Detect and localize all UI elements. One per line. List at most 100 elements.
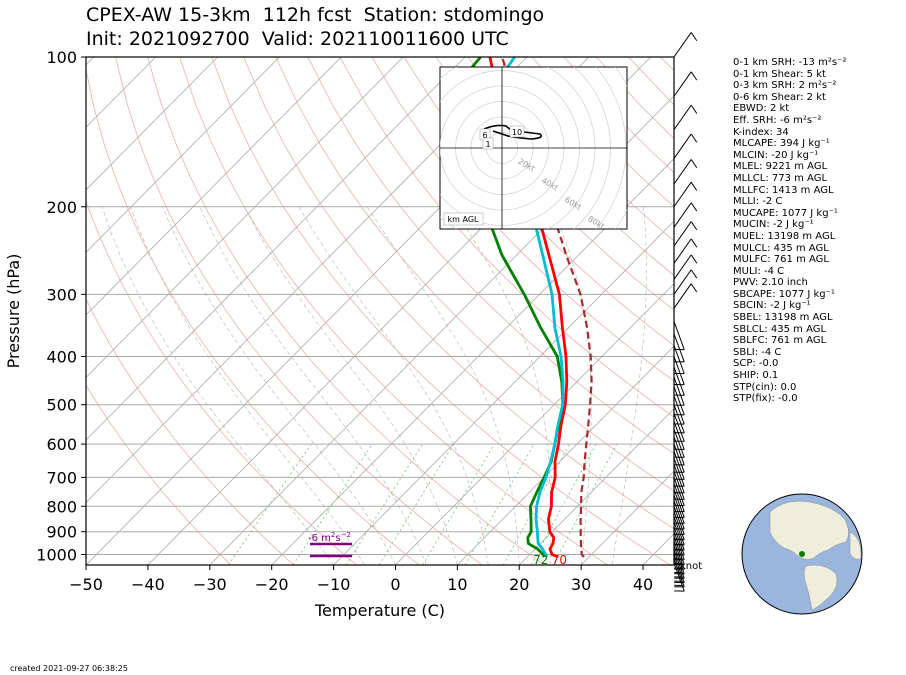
stat-line: EBWD: 2 kt — [733, 103, 790, 115]
x-tick-label: −40 — [131, 575, 165, 594]
isotherm — [580, 470, 674, 565]
chart-title-line1: CPEX-AW 15-3km 112h fcst Station: stdomi… — [86, 4, 545, 26]
y-tick-label: 900 — [46, 523, 77, 542]
stat-line: MULCL: 435 m AGL — [733, 242, 829, 254]
wind-barb — [673, 477, 685, 506]
dry-adiabat — [435, 57, 674, 311]
x-tick-label: 30 — [571, 575, 591, 594]
wind-barb-flag — [690, 254, 698, 264]
hodograph-footer: km AGL — [448, 215, 480, 224]
wind-barb — [673, 181, 692, 208]
surface-label: 72 — [533, 553, 548, 567]
wind-barb — [673, 32, 692, 58]
globe-land-africa-edge — [849, 531, 862, 560]
hodograph-trace — [483, 124, 543, 140]
wind-barb — [673, 429, 685, 458]
wind-barb — [673, 421, 685, 450]
stat-line: 0-1 km Shear: 5 kt — [733, 68, 826, 80]
wind-barb-flag — [690, 202, 698, 212]
x-tick-label: −20 — [255, 575, 289, 594]
chart-title-line2: Init: 2021092700 Valid: 202110011600 UTC — [86, 28, 509, 50]
isotherm — [271, 158, 674, 565]
moist-adiabat — [611, 206, 647, 565]
dry-adiabat — [371, 57, 674, 382]
isotherm — [518, 408, 674, 565]
isotherm — [333, 220, 674, 565]
mixing-ratio-line — [378, 443, 454, 565]
stat-line: MLLI: -2 C — [733, 196, 783, 208]
y-tick-label: 700 — [46, 468, 77, 487]
wind-barb — [673, 221, 692, 247]
y-tick-label: 300 — [46, 285, 77, 304]
profile-line-3 — [501, 57, 593, 558]
wind-barb — [673, 202, 692, 228]
stat-line: 0-1 km SRH: -13 m²s⁻² — [733, 57, 847, 68]
dry-adiabat — [339, 57, 674, 418]
mixing-ratio-line — [345, 443, 423, 565]
dry-adiabat — [403, 57, 674, 346]
stat-line: STP(fix): -0.0 — [733, 393, 798, 405]
wind-barb-flag — [690, 269, 698, 279]
dry-adiabat — [307, 57, 674, 455]
wind-barb — [673, 506, 685, 535]
y-tick-label: 200 — [46, 198, 77, 217]
dry-adiabat — [179, 57, 608, 565]
stat-line: STP(cin): 0.0 — [733, 381, 797, 393]
moist-adiabat — [366, 206, 520, 565]
wind-barb — [673, 269, 692, 295]
hodograph-height-label: 10 — [512, 128, 522, 137]
y-tick-label: 800 — [46, 497, 77, 516]
wind-barb-flag — [690, 238, 698, 248]
wind-barb — [673, 254, 692, 280]
moist-adiabat — [162, 206, 396, 565]
srh-annotation: -6 m2s−2 — [308, 531, 351, 544]
dry-adiabat — [86, 199, 357, 565]
dry-adiabat — [467, 57, 674, 277]
mixing-ratio-line — [228, 443, 312, 565]
wind-barb — [673, 443, 685, 473]
isotherm — [86, 57, 280, 253]
moist-adiabat — [101, 206, 334, 565]
hodograph-footer-box — [443, 212, 484, 226]
sounding-stats-panel: 0-1 km SRH: -13 m²s⁻² 0-1 km Shear: 5 kt 0… — [733, 57, 846, 405]
wind-barb — [673, 489, 685, 518]
x-tick-label: −30 — [193, 575, 227, 594]
y-tick-label: 500 — [46, 396, 77, 415]
wind-barb-flag — [690, 71, 698, 81]
moist-adiabat — [298, 206, 489, 565]
hodograph-height-label: 6 — [482, 131, 487, 140]
x-tick-label: −50 — [69, 575, 103, 594]
moist-adiabat — [243, 206, 458, 565]
stat-line: MLCAPE: 394 J kg⁻¹ — [733, 138, 830, 150]
y-tick-label: 100 — [46, 48, 77, 67]
dry-adiabat — [211, 57, 671, 565]
y-tick-label: 600 — [46, 435, 77, 454]
isotherm — [209, 95, 674, 565]
stat-line: SBCAPE: 1077 J kg⁻¹ — [733, 288, 835, 300]
stat-line: MUCIN: -2 J kg⁻¹ — [733, 219, 814, 231]
stat-line: 0-3 km SRH: 2 m²s⁻² — [733, 80, 837, 92]
stat-line: SBLI: -4 C — [733, 346, 782, 358]
wind-barb — [673, 511, 685, 540]
wind-barb — [673, 133, 692, 159]
wind-barb-flag — [690, 159, 698, 169]
station-marker-icon — [799, 551, 805, 557]
stat-line: SHIP: 0.1 — [733, 370, 779, 382]
mixing-ratio-line — [422, 443, 495, 565]
surface-label: 70 — [552, 553, 567, 567]
stat-line: SBLFC: 761 m AGL — [733, 335, 827, 347]
wind-barb — [673, 71, 692, 97]
wind-barb — [673, 386, 685, 416]
stat-line: MULFC: 761 m AGL — [733, 254, 829, 266]
stat-line: SBCIN: -2 J kg⁻¹ — [733, 300, 811, 312]
isotherm — [86, 57, 156, 128]
hodograph-height-label: 1 — [485, 140, 490, 149]
wind-barb — [673, 413, 685, 442]
stat-line: PWV: 2.10 inch — [733, 277, 808, 289]
mixing-ratio-line — [553, 443, 618, 565]
stat-line: MLLFC: 1413 m AGL — [733, 184, 834, 196]
wind-barb — [673, 376, 685, 406]
y-tick-label: 400 — [46, 348, 77, 367]
wind-barb — [673, 483, 685, 512]
